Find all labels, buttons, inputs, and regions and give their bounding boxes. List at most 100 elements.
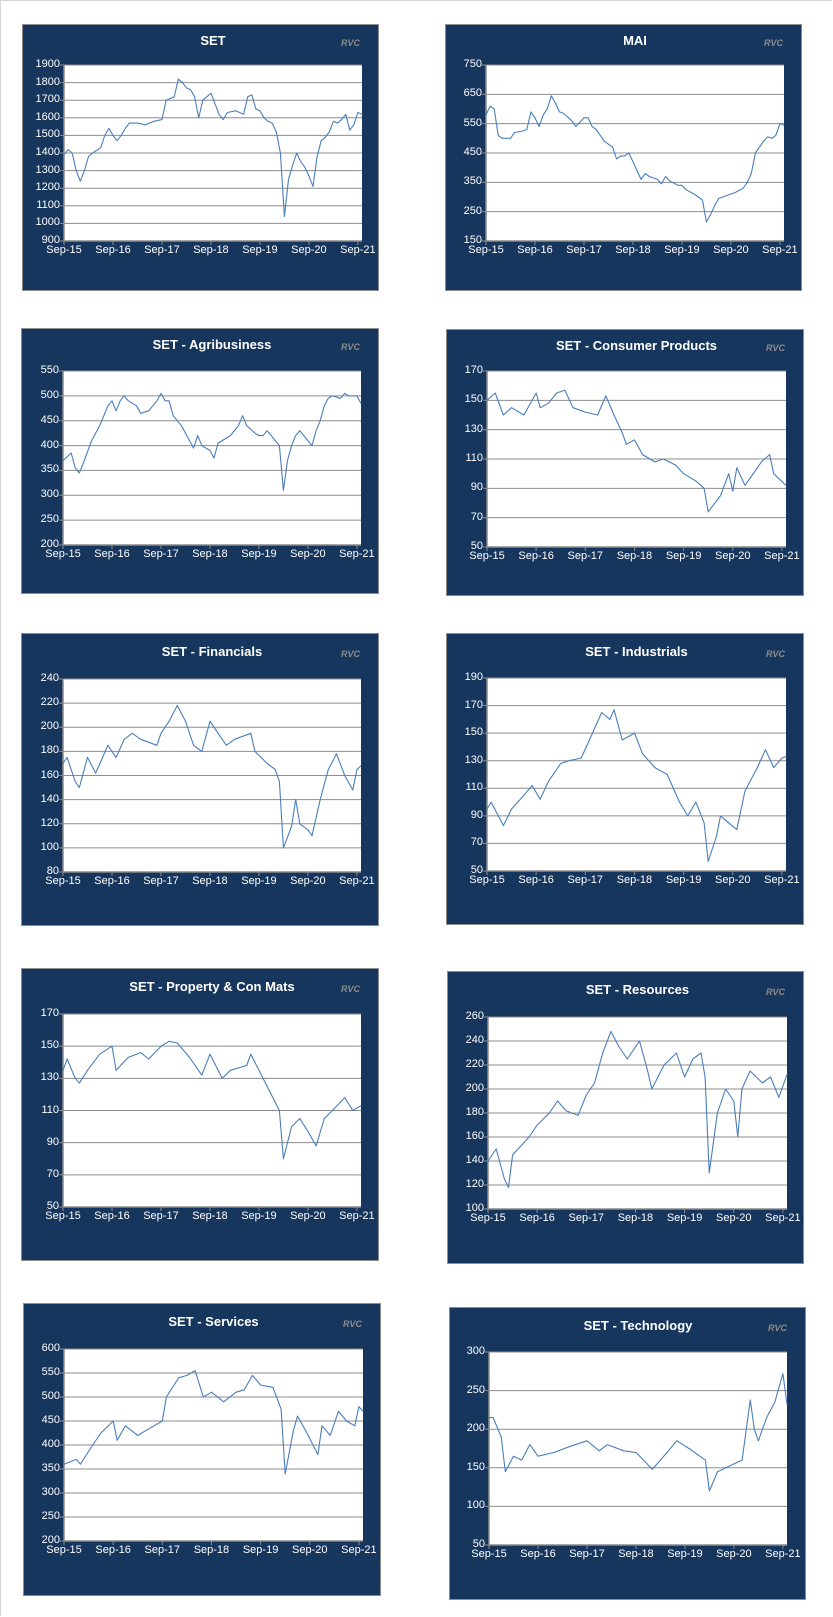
data-point (648, 176, 650, 177)
y-tick-label: 90 (470, 481, 483, 494)
x-tick-label: Sep-21 (339, 548, 375, 560)
data-point (185, 720, 186, 722)
data-point (112, 1420, 114, 1422)
x-tick-label: Sep-18 (617, 1212, 654, 1224)
data-point (554, 102, 556, 104)
data-point (548, 402, 549, 404)
data-point (168, 1040, 170, 1042)
data-point (267, 120, 269, 122)
data-point (575, 126, 577, 127)
data-point (521, 1459, 523, 1461)
data-point (263, 117, 265, 119)
data-point (238, 425, 239, 427)
data-point (221, 1077, 223, 1079)
data-point (779, 123, 781, 125)
data-point (181, 82, 183, 83)
data-point (78, 472, 80, 474)
x-tick-label: Sep-20 (291, 244, 327, 256)
data-point (100, 147, 102, 149)
data-point (360, 765, 362, 767)
data-point (577, 1115, 579, 1116)
data-point (218, 113, 220, 115)
data-point (539, 798, 541, 800)
data-point (87, 1069, 88, 1071)
data-point (769, 454, 771, 455)
data-point (486, 808, 488, 810)
data-point (732, 490, 734, 492)
y-tick-label: 750 (463, 58, 482, 70)
data-point (744, 790, 746, 792)
data-point (612, 146, 613, 148)
data-point (572, 407, 574, 409)
data-point (497, 135, 499, 136)
data-point (246, 1065, 248, 1066)
data-point (254, 750, 256, 752)
x-tick-label: Sep-17 (566, 244, 602, 256)
data-point (677, 184, 679, 186)
data-point (642, 454, 644, 455)
data-point (127, 400, 129, 402)
data-point (526, 129, 528, 130)
y-tick-label: 350 (463, 175, 482, 188)
data-point (785, 485, 787, 486)
data-point (168, 400, 170, 402)
y-tick-label: 350 (41, 1462, 60, 1474)
data-point (503, 1178, 505, 1180)
x-tick-label: Sep-15 (469, 874, 505, 886)
data-point (74, 467, 76, 469)
data-point (704, 1076, 706, 1078)
data-point (531, 785, 533, 786)
data-point (718, 198, 720, 199)
data-point (344, 775, 346, 776)
plot-svg (59, 678, 362, 876)
data-point (164, 400, 166, 402)
data-point (716, 1112, 718, 1114)
y-tick-label: 70 (470, 510, 483, 523)
data-point (107, 744, 109, 746)
x-tick-label: Sep-21 (339, 875, 375, 887)
y-tick-label: 260 (465, 1010, 484, 1022)
data-point (758, 1440, 759, 1442)
x-tick-label: Sep-19 (666, 1212, 703, 1224)
data-point (703, 822, 705, 824)
x-tick-label: Sep-17 (143, 1210, 179, 1222)
data-point (495, 1148, 497, 1150)
x-tick-label: Sep-19 (241, 548, 277, 560)
data-point (213, 457, 215, 459)
data-point (235, 110, 236, 112)
data-point (353, 124, 355, 126)
y-tick-label: 150 (464, 726, 483, 739)
y-tick-label: 220 (465, 1058, 484, 1070)
data-point (178, 1377, 180, 1379)
data-point (761, 461, 762, 463)
y-tick-label: 90 (46, 1135, 59, 1148)
chart-panel-set-technology: SET - Technology RVC 50 100 150 200 250 300 Sep-… (449, 1307, 806, 1600)
data-point (323, 1118, 325, 1119)
y-tick-label: 200 (40, 538, 59, 550)
data-point (736, 467, 738, 469)
plot-svg (484, 1016, 788, 1213)
x-tick-label: Sep-15 (46, 1544, 82, 1556)
data-point (548, 780, 549, 782)
data-point (613, 709, 615, 711)
data-point (624, 155, 626, 157)
data-point (486, 399, 488, 401)
data-point (284, 1473, 286, 1475)
x-tick-label: Sep-20 (713, 244, 749, 256)
data-point (786, 1404, 788, 1405)
data-point (201, 445, 203, 446)
x-tick-label: Sep-20 (290, 1210, 326, 1222)
data-point (535, 392, 537, 394)
data-point (492, 1417, 494, 1419)
data-point (153, 120, 155, 122)
series-line (486, 389, 787, 513)
data-point (333, 120, 334, 122)
data-point (767, 136, 769, 138)
plot-area (483, 677, 787, 875)
data-point (88, 156, 89, 157)
y-tick-label: 240 (465, 1034, 484, 1046)
data-point (254, 432, 256, 434)
data-point (773, 473, 775, 475)
data-point (720, 495, 721, 497)
data-point (584, 411, 586, 413)
